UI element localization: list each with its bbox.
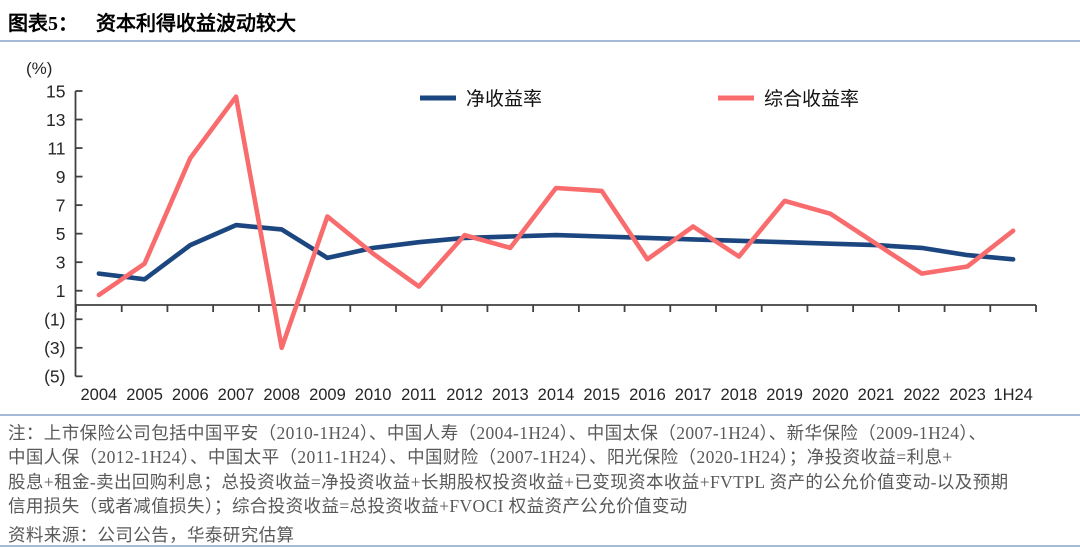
x-category-label: 2010 (355, 386, 392, 404)
x-category-label: 2011 (401, 386, 436, 404)
figure-header: 图表5： 资本利得收益波动较大 (0, 0, 1080, 40)
x-category-label: 2020 (812, 386, 849, 404)
figure-label: 图表5： (8, 13, 78, 35)
x-category-label: 2023 (949, 386, 986, 404)
chart-area: (%) 15 13 11 9 7 5 3 1 (1) (3) (5) 2004 2005 2006 2007… (0, 42, 1080, 414)
x-category-label: 2014 (538, 386, 575, 404)
x-category-label: 2018 (720, 386, 757, 404)
series-layer (96, 94, 1016, 351)
notes-divider (0, 414, 1080, 416)
x-category-label: 2008 (263, 386, 300, 404)
y-tick-label: (3) (44, 338, 65, 358)
y-tick-label: 7 (56, 195, 66, 215)
figure-title: 资本利得收益波动较大 (96, 13, 296, 35)
y-axis-unit-label: (%) (26, 59, 52, 78)
note-line-2: 中国人保（2012-1H24）、中国太平（2011-1H24）、中国财险（200… (8, 447, 953, 467)
series-line-综合收益率 (96, 94, 1016, 351)
x-category-label: 2021 (858, 386, 895, 404)
legend-label: 综合收益率 (764, 88, 859, 110)
x-category-label: 2017 (675, 386, 712, 404)
y-tick-label: 3 (56, 253, 66, 273)
note-line-3: 股息+租金-卖出回购利息；总投资收益=净投资收益+长期股权投资收益+已变现资本收… (8, 471, 1009, 492)
x-category-label: 2013 (492, 386, 529, 404)
axes-layer: 15 13 11 9 7 5 3 1 (1) (3) (5) 2004 2005 2006 2007 2008… (44, 81, 1037, 404)
x-category-label: 2019 (766, 386, 803, 404)
note-line-1: 注：上市保险公司包括中国平安（2010-1H24）、中国人寿（2004-1H24… (8, 422, 987, 443)
y-tick-label: 15 (46, 81, 65, 101)
chart-legend: 净收益率 综合收益率 (420, 88, 859, 110)
x-category-label: 2007 (218, 386, 255, 404)
source-line: 资料来源：公司公告，华泰研究估算 (8, 524, 295, 545)
y-tick-label: 13 (46, 110, 65, 130)
x-category-label: 2022 (903, 386, 940, 404)
x-category-label: 2015 (583, 386, 620, 404)
x-category-label: 2004 (80, 386, 117, 404)
line-chart: (%) 15 13 11 9 7 5 3 1 (1) (3) (5) 2004 2005 2006 2007… (26, 59, 1037, 404)
header-divider (0, 40, 1080, 42)
x-category-label: 2006 (172, 386, 209, 404)
x-category-label: 2005 (126, 386, 163, 404)
y-tick-label: (5) (44, 367, 65, 387)
figure-notes: 注：上市保险公司包括中国平安（2010-1H24）、中国人寿（2004-1H24… (0, 416, 1080, 548)
x-category-label: 2012 (446, 386, 483, 404)
x-category-label: 2009 (309, 386, 346, 404)
x-category-label: 1H24 (993, 386, 1032, 404)
y-tick-label: 11 (47, 138, 65, 158)
note-line-4: 信用损失（或者减值损失）；综合投资收益=总投资收益+FVOCI 权益资产公允价值… (8, 496, 688, 516)
page-bottom-divider (0, 545, 1080, 547)
legend-label: 净收益率 (466, 88, 542, 110)
y-tick-label: 1 (56, 281, 66, 301)
y-tick-label: 5 (56, 224, 66, 244)
series-line-净收益率 (96, 222, 1016, 282)
y-tick-label: (1) (44, 310, 65, 330)
x-category-label: 2016 (629, 386, 666, 404)
y-tick-label: 9 (56, 167, 66, 187)
